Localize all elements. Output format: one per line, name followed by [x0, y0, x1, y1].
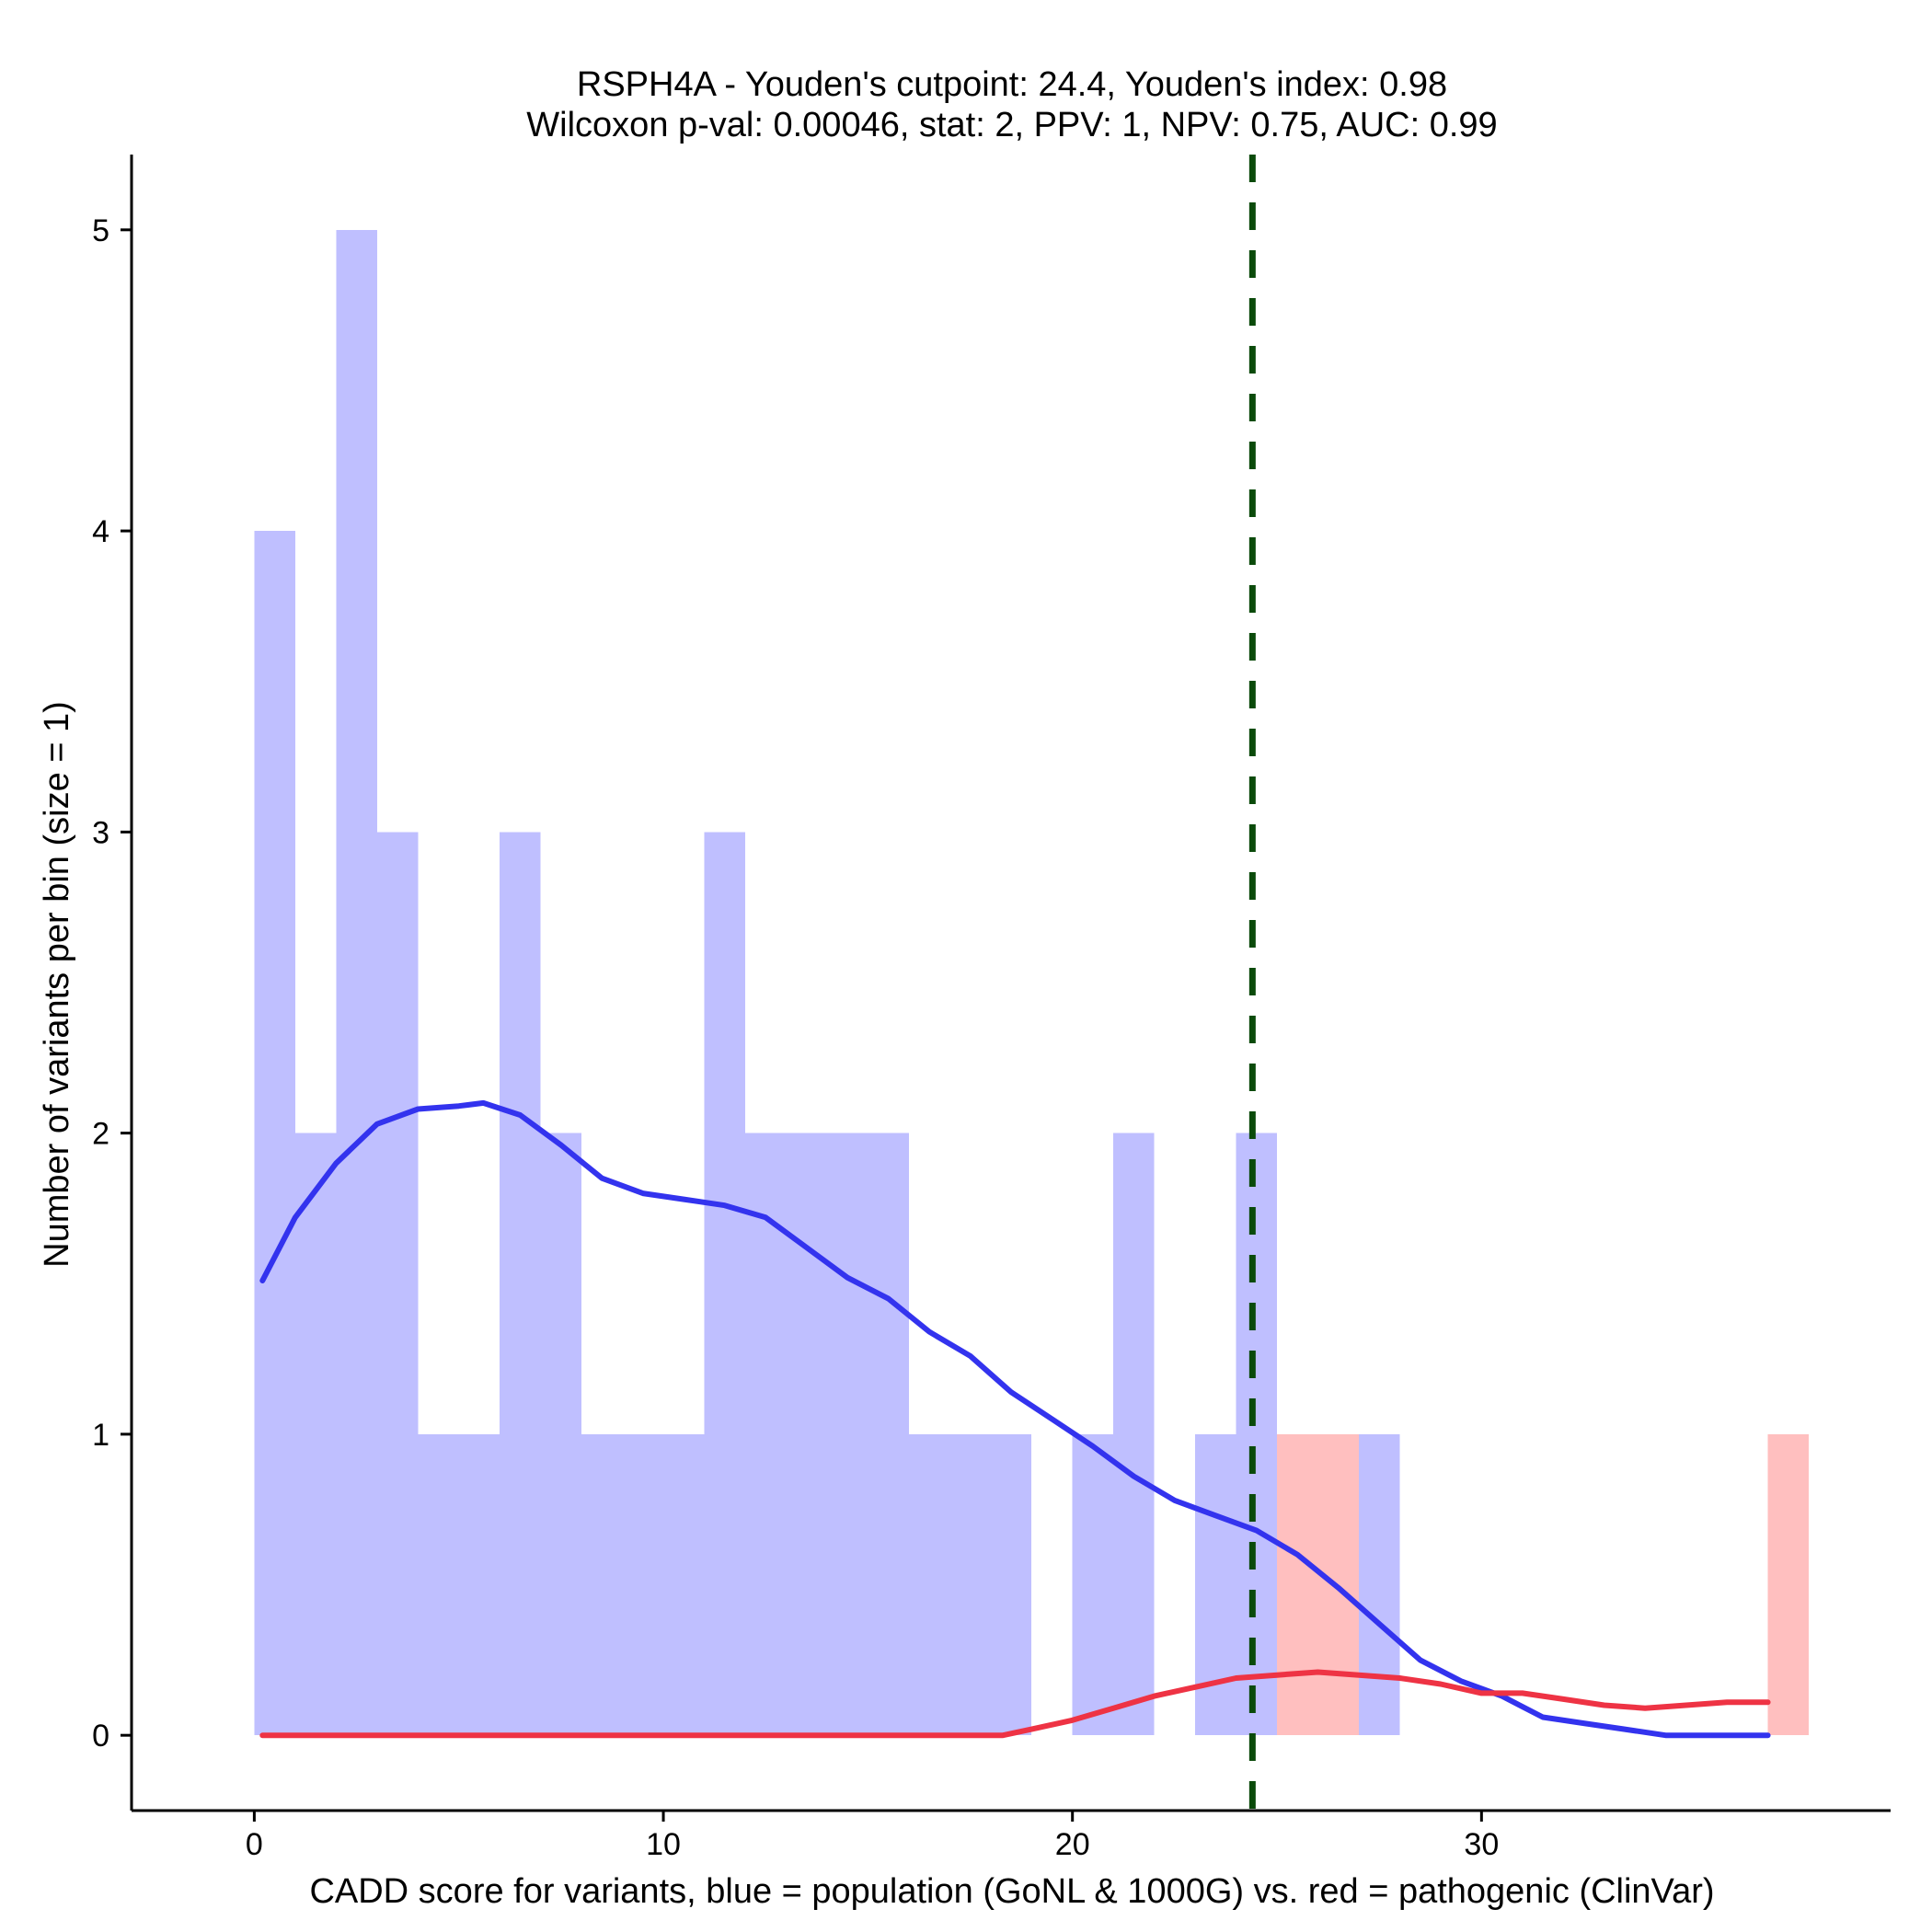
population-bar [1195, 1433, 1236, 1736]
pathogenic-bar [1277, 1433, 1318, 1736]
population-bar [418, 1433, 459, 1736]
population-bar [540, 1133, 582, 1736]
y-tick-label: 5 [92, 213, 109, 248]
population-bar [622, 1433, 664, 1736]
x-tick-label: 30 [1464, 1827, 1499, 1862]
x-tick-label: 20 [1055, 1827, 1090, 1862]
population-bar [1072, 1433, 1114, 1736]
y-axis-title: Number of variants per bin (size = 1) [38, 701, 76, 1268]
population-bar [581, 1433, 623, 1736]
population-bar [704, 832, 745, 1736]
population-bar [376, 832, 419, 1736]
x-tick-label: 0 [246, 1827, 263, 1862]
y-tick-label: 2 [92, 1117, 109, 1152]
population-bar [744, 1133, 787, 1736]
pathogenic-bar [1767, 1433, 1810, 1736]
population-bar [500, 832, 541, 1736]
x-axis-title: CADD score for variants, blue = populati… [309, 1872, 1714, 1911]
population-bar [786, 1133, 827, 1736]
population-bar [663, 1433, 705, 1736]
chart-title: RSPH4A - Youden's cutpoint: 24.4, Youden… [577, 65, 1447, 104]
y-tick-label: 0 [92, 1719, 109, 1754]
population-bar [458, 1433, 500, 1736]
population-bar [1358, 1433, 1400, 1736]
population-bar [868, 1133, 909, 1736]
population-bar [949, 1433, 991, 1736]
population-bar [1113, 1133, 1155, 1736]
pathogenic-density-line [259, 1669, 1771, 1739]
y-tick-label: 4 [92, 514, 109, 549]
population-bar [294, 1133, 337, 1736]
x-tick-label: 10 [646, 1827, 681, 1862]
population-bar [826, 1133, 868, 1736]
population-bar [254, 531, 295, 1736]
population-bar [990, 1433, 1032, 1736]
population-bar [1236, 1133, 1278, 1736]
y-tick-label: 1 [92, 1418, 109, 1453]
plot-area: 0 10 20 30 0 1 2 3 4 5 [92, 155, 1891, 1862]
y-tick-label: 3 [92, 815, 109, 850]
chart-subtitle: Wilcoxon p-val: 0.00046, stat: 2, PPV: 1… [526, 106, 1497, 144]
population-bar [908, 1433, 950, 1736]
population-bar [336, 229, 377, 1736]
